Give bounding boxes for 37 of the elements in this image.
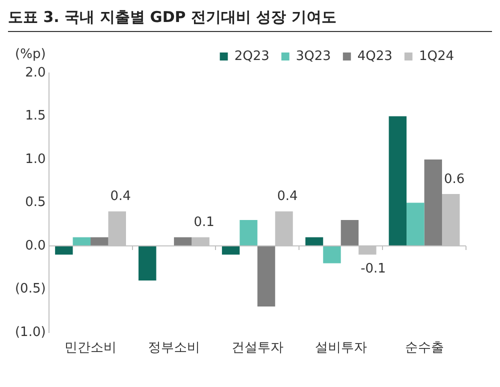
data-label: 0.1	[194, 215, 214, 230]
data-label: 0.6	[444, 172, 465, 187]
bar	[55, 246, 73, 255]
x-tick-label: 건설투자	[231, 340, 284, 356]
x-tick-label: 정부소비	[148, 340, 200, 356]
bar	[90, 237, 108, 246]
y-tick-label: (0.5)	[14, 282, 46, 297]
y-tick-label: 1.5	[25, 108, 46, 124]
bar	[174, 237, 192, 246]
x-tick-label: 설비투자	[314, 340, 367, 356]
legend-label: 2Q23	[234, 48, 270, 64]
bar	[240, 220, 258, 246]
bar	[424, 159, 442, 246]
bar	[323, 246, 341, 264]
bar	[305, 237, 324, 246]
y-tick-label: 1.0	[25, 152, 46, 167]
y-tick-label: (1.0)	[14, 324, 46, 340]
legend-label: 1Q24	[418, 48, 454, 64]
y-tick-label: 0.0	[25, 238, 46, 254]
bar	[340, 220, 359, 246]
data-label: 0.4	[110, 189, 131, 204]
x-tick-label: 민간소비	[64, 340, 117, 356]
bar	[388, 116, 407, 246]
y-tick-label: 0.5	[25, 195, 46, 210]
chart-title: 도표 3. 국내 지출별 GDP 전기대비 성장 기여도	[8, 8, 492, 32]
legend-label: 3Q23	[296, 48, 331, 64]
bar	[257, 246, 276, 306]
x-tick-label: 순수출	[404, 340, 444, 356]
y-axis-title: (%p)	[15, 46, 46, 62]
bar	[222, 246, 240, 255]
data-label: -0.1	[360, 261, 386, 276]
legend-label: 4Q23	[357, 48, 392, 64]
data-label: 0.4	[277, 189, 298, 204]
y-tick-label: 2.0	[25, 65, 46, 80]
bar	[406, 202, 424, 246]
bar	[72, 237, 91, 246]
bar	[138, 246, 156, 281]
